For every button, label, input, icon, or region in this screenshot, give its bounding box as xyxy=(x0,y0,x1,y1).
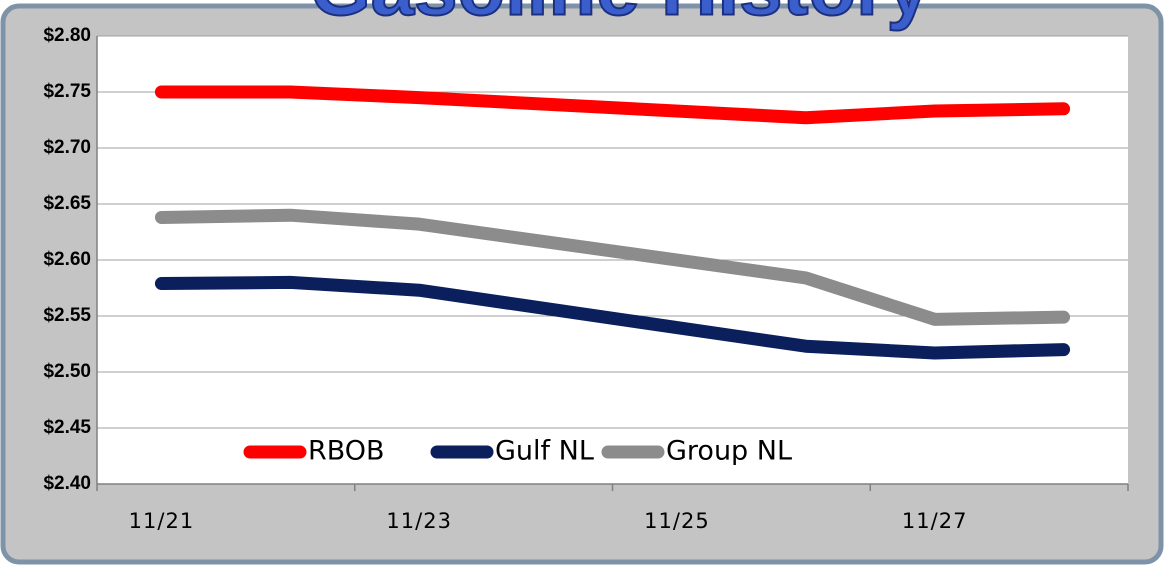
y-tick-label: $2.65 xyxy=(43,193,91,214)
series-line xyxy=(154,208,1071,326)
y-tick-label: $2.45 xyxy=(43,417,91,438)
chart-title: Gasoline History xyxy=(310,0,930,32)
x-tick-label: 11/27 xyxy=(902,509,968,533)
y-tick-label: $2.75 xyxy=(43,81,91,102)
x-tick-label: 11/21 xyxy=(129,509,195,533)
legend-label: Gulf NL xyxy=(495,436,594,467)
y-tick-label: $2.50 xyxy=(43,361,91,382)
series-line xyxy=(154,275,1071,360)
series-line xyxy=(154,85,1071,125)
x-tick-label: 11/23 xyxy=(386,509,452,533)
y-tick-label: $2.70 xyxy=(43,137,91,158)
y-tick-label: $2.55 xyxy=(43,305,91,326)
legend-label: Group NL xyxy=(666,436,792,467)
x-tick-label: 11/25 xyxy=(644,509,710,533)
legend-label: RBOB xyxy=(308,436,385,467)
y-tick-label: $2.60 xyxy=(43,249,91,270)
y-tick-label: $2.80 xyxy=(43,25,91,46)
y-tick-label: $2.40 xyxy=(43,473,91,494)
